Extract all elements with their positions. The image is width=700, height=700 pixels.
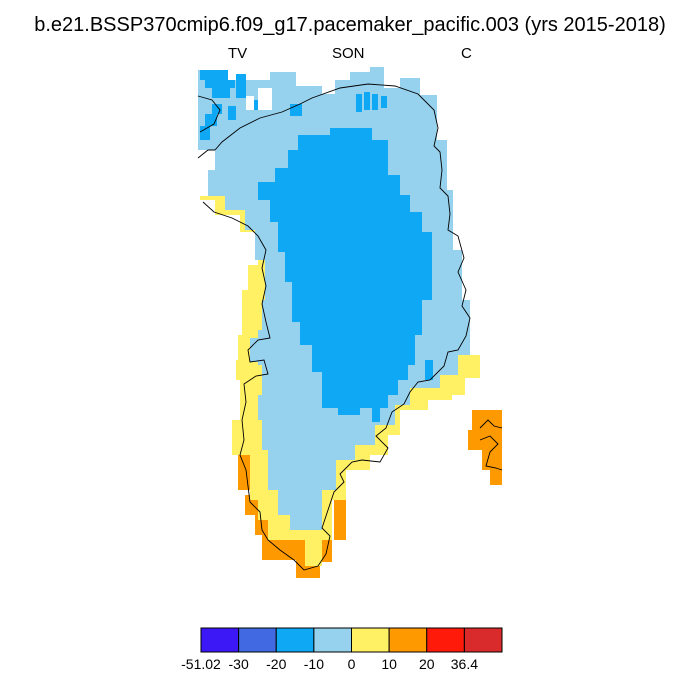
chart-title: b.e21.BSSP370cmip6.f09_g17.pacemaker_pac… [34, 14, 666, 36]
field-cell-yellow [200, 196, 480, 566]
coastline-greenland [202, 83, 471, 571]
field-cell-lightblue-patch [250, 338, 270, 362]
variable-label: TV [228, 45, 248, 62]
field-cell-orange-west [238, 455, 346, 578]
colorbar-swatch [463, 627, 503, 653]
colorbar-tick-label: -30 [229, 656, 249, 672]
colorbar-swatch [200, 627, 240, 653]
colorbar-tick-label: 20 [419, 656, 435, 672]
field-cell-blue-speck-2 [425, 360, 433, 380]
colorbar-swatch [238, 627, 277, 653]
colorbar-tick-label: -10 [304, 656, 324, 672]
colorbar-tick-label: -51.02 [181, 656, 221, 672]
colorbar-tick-label: 0 [348, 656, 356, 672]
colorbar-tick-label: -20 [266, 656, 286, 672]
coastline-northwest [197, 95, 221, 159]
colorbar: -51.02 -30 -20 -10 0 10 20 36.4 [181, 627, 503, 672]
coastline [197, 83, 503, 571]
colorbar-swatch [351, 627, 390, 653]
field-cell-orange-islands [468, 410, 502, 485]
temperature-field [198, 67, 502, 578]
colorbar-tick-label: 10 [381, 656, 397, 672]
units-label: C [461, 45, 472, 62]
colorbar-swatch [388, 627, 428, 653]
field-cell-blue [258, 128, 432, 415]
colorbar-tick-label: 36.4 [451, 656, 478, 672]
field-cell-blue-speck-1 [372, 408, 380, 422]
colorbar-swatch [313, 627, 353, 653]
field-gaps-northwest [246, 88, 272, 110]
coastline-iceland [479, 419, 503, 471]
colorbar-swatch [275, 627, 315, 653]
season-label: SON [332, 45, 365, 62]
colorbar-swatch [426, 627, 465, 653]
